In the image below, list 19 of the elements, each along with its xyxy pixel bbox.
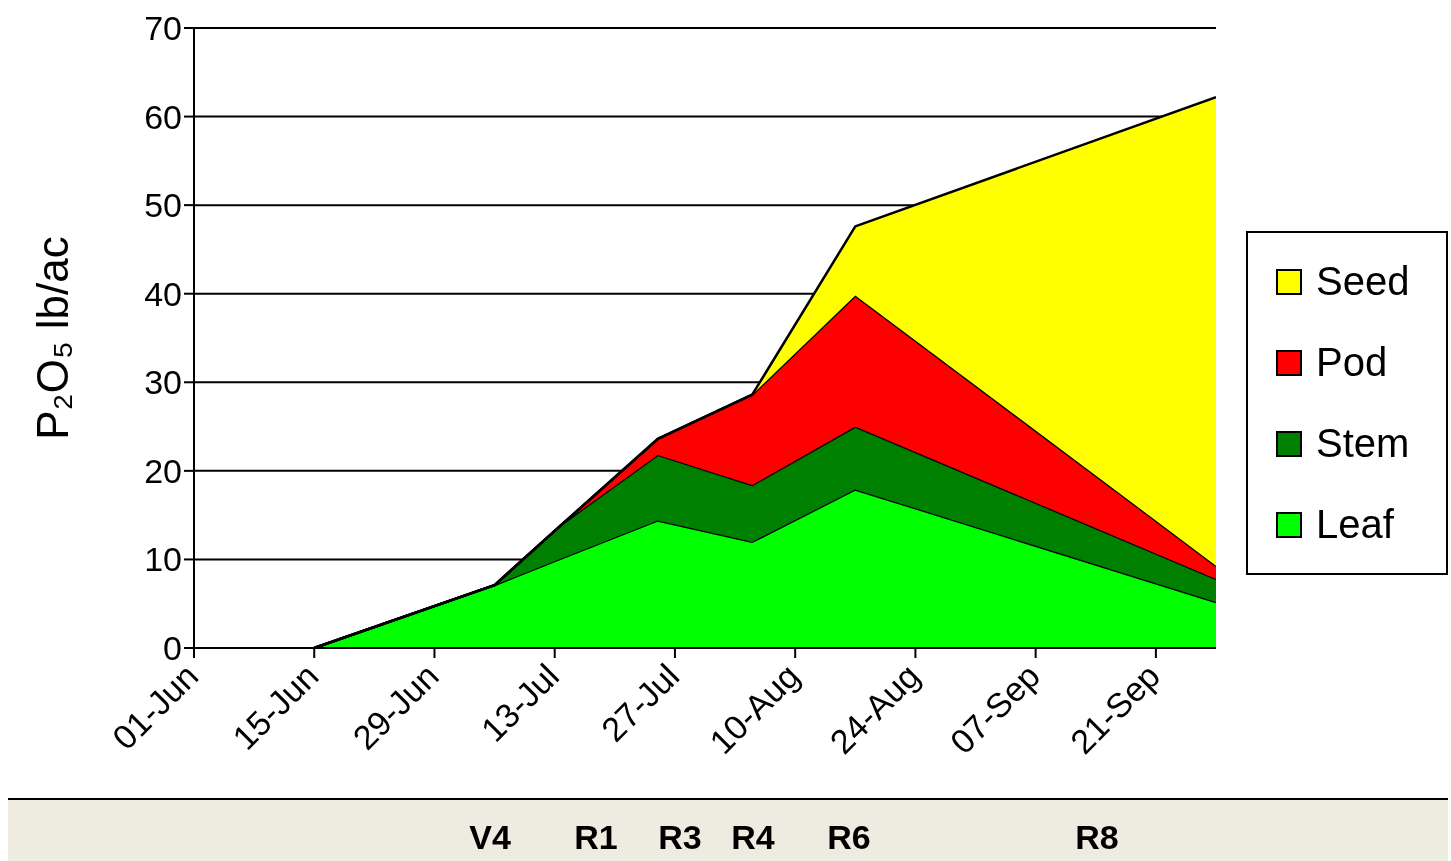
text: R3 [658, 818, 702, 857]
text: R4 [731, 818, 775, 857]
text: R8 [1075, 818, 1119, 857]
legend-label: Seed [1315, 258, 1411, 305]
y-tick-label: 10 [144, 540, 182, 579]
y-tick-label: 0 [163, 629, 182, 668]
y-tick-label: 50 [144, 186, 182, 225]
text: R6 [827, 818, 871, 857]
y-tick-label: 30 [144, 363, 182, 402]
y-tick-label: 20 [144, 451, 182, 490]
legend-label: Stem [1315, 420, 1411, 467]
y-axis-title: P₂O₅ lb/ac [28, 236, 77, 440]
y-tick-label: 70 [144, 9, 182, 48]
text: R1 [574, 818, 618, 857]
legend-label: Leaf [1315, 501, 1395, 548]
legend-label: Pod [1315, 339, 1389, 386]
y-tick-label: 60 [144, 97, 182, 136]
text: V4 [469, 818, 511, 857]
y-tick-label: 40 [144, 274, 182, 313]
